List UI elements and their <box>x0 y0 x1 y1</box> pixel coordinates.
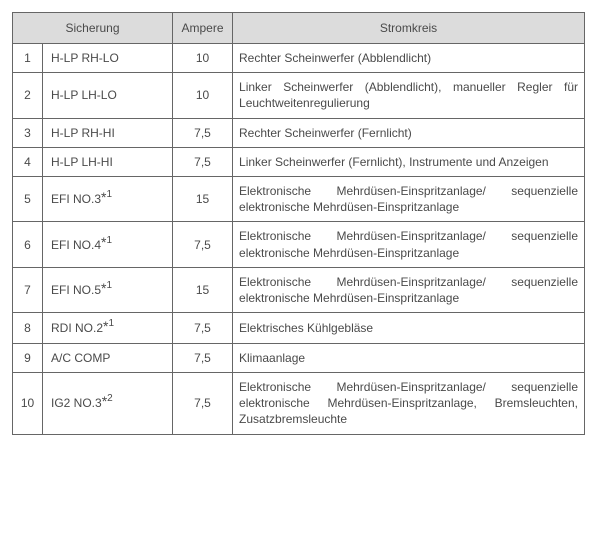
ampere-value: 7,5 <box>173 147 233 176</box>
fuse-name: RDI NO.2*1 <box>43 313 173 344</box>
fuse-name: A/C COMP <box>43 343 173 372</box>
ampere-value: 15 <box>173 176 233 221</box>
row-number: 4 <box>13 147 43 176</box>
table-row: 4 H-LP LH-HI 7,5Linker Scheinwerfer (Fernl… <box>13 147 585 176</box>
table-row: 8RDI NO.2*17,5Elektrisches Kühlgebläse <box>13 313 585 344</box>
ampere-value: 15 <box>173 267 233 312</box>
row-number: 2 <box>13 73 43 118</box>
header-circuit: Stromkreis <box>233 13 585 44</box>
row-number: 5 <box>13 176 43 221</box>
fuse-label: H-LP RH-LO <box>51 51 119 65</box>
table-row: 1 H-LP RH-LO 10Rechter Scheinwerfer (Abble… <box>13 44 585 73</box>
circuit-description: Elektronische Mehrdüsen-Einspritzanlage/… <box>233 373 585 435</box>
table-row: 6EFI NO.4*17,5Elektronische Mehrdüsen-Ei… <box>13 222 585 267</box>
table-row: 7EFI NO.5*115Elektronische Mehrdüsen-Ein… <box>13 267 585 312</box>
row-number: 8 <box>13 313 43 344</box>
ampere-value: 7,5 <box>173 222 233 267</box>
fuse-label: H-LP RH-HI <box>51 126 115 140</box>
footnote-number: 1 <box>106 189 112 200</box>
fuse-label: EFI NO.4 <box>51 238 101 252</box>
footnote-number: 2 <box>107 393 113 404</box>
circuit-description: Elektronische Mehrdüsen-Einspritzanlage/… <box>233 176 585 221</box>
circuit-description: Linker Scheinwerfer (Fernlicht), Instrum… <box>233 147 585 176</box>
circuit-description: Linker Scheinwerfer (Abblendlicht), manu… <box>233 73 585 118</box>
table-body: 1H-LP RH-LO10Rechter Scheinwerfer (Abble… <box>13 44 585 435</box>
circuit-description: Rechter Scheinwerfer (Abblendlicht) <box>233 44 585 73</box>
header-ampere: Ampere <box>173 13 233 44</box>
footnote-number: 1 <box>106 280 112 291</box>
ampere-value: 7,5 <box>173 313 233 344</box>
ampere-value: 10 <box>173 44 233 73</box>
circuit-description: Elektronische Mehrdüsen-Einspritzanlage/… <box>233 267 585 312</box>
footnote-number: 1 <box>108 318 114 329</box>
ampere-value: 7,5 <box>173 118 233 147</box>
fuse-name: H-LP RH-LO <box>43 44 173 73</box>
table-row: 9 A/C COMP 7,5Klimaanlage <box>13 343 585 372</box>
ampere-value: 10 <box>173 73 233 118</box>
circuit-description: Rechter Scheinwerfer (Fernlicht) <box>233 118 585 147</box>
fuse-table: Sicherung Ampere Stromkreis 1H-LP RH-LO1… <box>12 12 585 435</box>
fuse-label: IG2 NO.3 <box>51 396 102 410</box>
circuit-description: Elektrisches Kühlgebläse <box>233 313 585 344</box>
fuse-name: EFI NO.4*1 <box>43 222 173 267</box>
row-number: 7 <box>13 267 43 312</box>
fuse-label: A/C COMP <box>51 351 110 365</box>
fuse-label: RDI NO.2 <box>51 321 103 335</box>
fuse-label: H-LP LH-LO <box>51 88 117 102</box>
ampere-value: 7,5 <box>173 373 233 435</box>
fuse-name: IG2 NO.3*2 <box>43 373 173 435</box>
fuse-label: H-LP LH-HI <box>51 155 113 169</box>
row-number: 10 <box>13 373 43 435</box>
table-row: 3 H-LP RH-HI 7,5Rechter Scheinwerfer (Fern… <box>13 118 585 147</box>
table-row: 5EFI NO.3*115Elektronische Mehrdüsen-Ein… <box>13 176 585 221</box>
table-row: 10IG2 NO.3*27,5Elektronische Mehrdüsen-E… <box>13 373 585 435</box>
circuit-description: Klimaanlage <box>233 343 585 372</box>
row-number: 3 <box>13 118 43 147</box>
row-number: 1 <box>13 44 43 73</box>
header-fuse: Sicherung <box>13 13 173 44</box>
fuse-name: EFI NO.3*1 <box>43 176 173 221</box>
ampere-value: 7,5 <box>173 343 233 372</box>
fuse-label: EFI NO.5 <box>51 283 101 297</box>
fuse-name: H-LP LH-LO <box>43 73 173 118</box>
fuse-name: H-LP RH-HI <box>43 118 173 147</box>
fuse-name: EFI NO.5*1 <box>43 267 173 312</box>
row-number: 6 <box>13 222 43 267</box>
table-row: 2 H-LP LH-LO 10Linker Scheinwerfer (Abblen… <box>13 73 585 118</box>
fuse-name: H-LP LH-HI <box>43 147 173 176</box>
table-header-row: Sicherung Ampere Stromkreis <box>13 13 585 44</box>
footnote-number: 1 <box>106 235 112 246</box>
circuit-description: Elektronische Mehrdüsen-Einspritzanlage/… <box>233 222 585 267</box>
row-number: 9 <box>13 343 43 372</box>
fuse-label: EFI NO.3 <box>51 192 101 206</box>
